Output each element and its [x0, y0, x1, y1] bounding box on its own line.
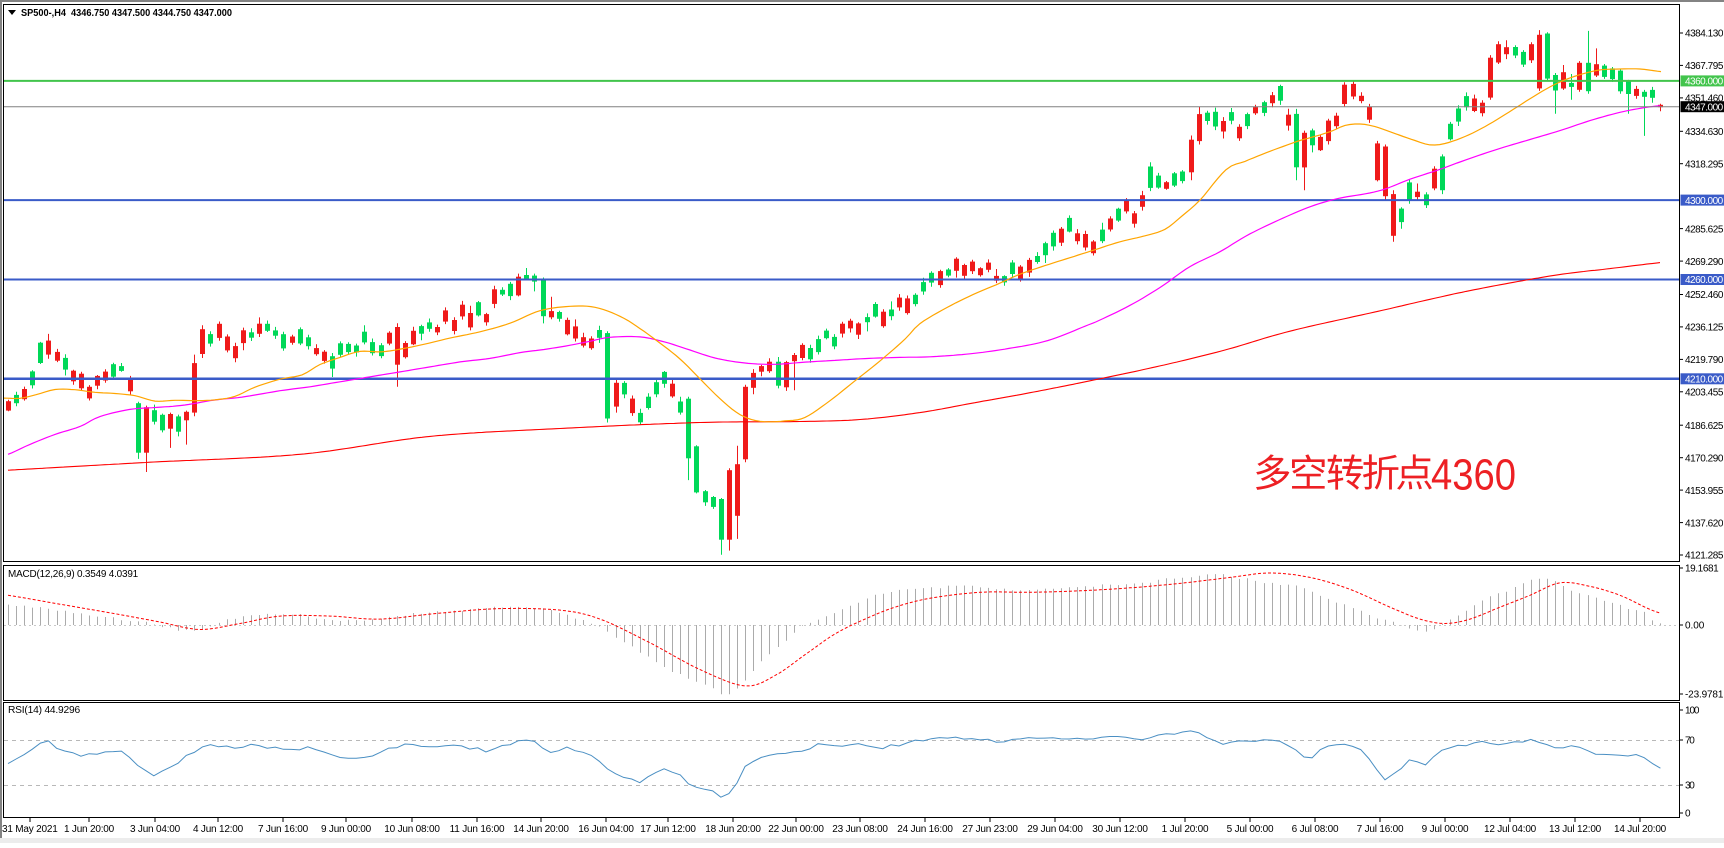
svg-text:4203.455: 4203.455 — [1685, 388, 1724, 399]
svg-text:22 Jun 00:00: 22 Jun 00:00 — [768, 824, 824, 835]
svg-text:100: 100 — [1685, 706, 1700, 717]
svg-text:4360: 4360 — [1431, 452, 1516, 500]
svg-text:SP500-,H4 4346.750 4347.500 4: SP500-,H4 4346.750 4347.500 4344.750 434… — [21, 7, 232, 19]
svg-text:17 Jun 12:00: 17 Jun 12:00 — [640, 824, 696, 835]
svg-text:19.1681: 19.1681 — [1685, 564, 1719, 575]
svg-text:27 Jun 23:00: 27 Jun 23:00 — [962, 824, 1018, 835]
svg-text:4269.290: 4269.290 — [1685, 257, 1724, 268]
svg-text:4219.790: 4219.790 — [1685, 355, 1724, 366]
svg-text:10 Jun 08:00: 10 Jun 08:00 — [384, 824, 440, 835]
svg-text:4252.460: 4252.460 — [1685, 290, 1724, 301]
svg-text:4260.000: 4260.000 — [1685, 275, 1724, 286]
svg-text:24 Jun 16:00: 24 Jun 16:00 — [897, 824, 953, 835]
svg-text:11 Jun 16:00: 11 Jun 16:00 — [450, 824, 505, 835]
svg-text:29 Jun 04:00: 29 Jun 04:00 — [1027, 824, 1083, 835]
svg-text:30: 30 — [1685, 781, 1695, 792]
svg-text:1 Jun 20:00: 1 Jun 20:00 — [64, 824, 115, 835]
svg-text:4285.625: 4285.625 — [1685, 224, 1724, 235]
svg-text:70: 70 — [1685, 736, 1695, 747]
svg-text:4186.625: 4186.625 — [1685, 421, 1724, 432]
svg-text:4384.130: 4384.130 — [1685, 29, 1724, 40]
svg-text:4236.125: 4236.125 — [1685, 323, 1724, 334]
svg-text:5 Jul 00:00: 5 Jul 00:00 — [1227, 824, 1274, 835]
svg-text:9 Jun 00:00: 9 Jun 00:00 — [321, 824, 372, 835]
svg-text:30 Jun 12:00: 30 Jun 12:00 — [1092, 824, 1148, 835]
svg-text:4347.000: 4347.000 — [1685, 102, 1724, 113]
svg-text:4170.290: 4170.290 — [1685, 453, 1724, 464]
svg-text:4153.955: 4153.955 — [1685, 486, 1724, 497]
svg-text:4318.295: 4318.295 — [1685, 159, 1724, 170]
svg-text:1 Jul 20:00: 1 Jul 20:00 — [1162, 824, 1209, 835]
svg-text:7 Jun 16:00: 7 Jun 16:00 — [258, 824, 309, 835]
svg-text:3 Jun 04:00: 3 Jun 04:00 — [130, 824, 181, 835]
svg-text:4360.000: 4360.000 — [1685, 77, 1724, 88]
svg-text:13 Jul 12:00: 13 Jul 12:00 — [1549, 824, 1602, 835]
svg-text:0.00: 0.00 — [1685, 621, 1705, 632]
svg-text:31 May 2021: 31 May 2021 — [2, 824, 58, 835]
svg-text:6 Jul 08:00: 6 Jul 08:00 — [1292, 824, 1339, 835]
svg-text:4367.795: 4367.795 — [1685, 61, 1724, 72]
svg-text:RSI(14) 44.9296: RSI(14) 44.9296 — [8, 705, 81, 716]
svg-text:4 Jun 12:00: 4 Jun 12:00 — [193, 824, 244, 835]
svg-text:4300.000: 4300.000 — [1685, 196, 1724, 207]
svg-text:0: 0 — [1685, 809, 1691, 820]
svg-text:MACD(12,26,9) 0.3549 4.0391: MACD(12,26,9) 0.3549 4.0391 — [8, 569, 139, 580]
svg-text:4137.620: 4137.620 — [1685, 518, 1724, 529]
svg-text:4121.285: 4121.285 — [1685, 551, 1724, 562]
svg-text:14 Jul 20:00: 14 Jul 20:00 — [1614, 824, 1667, 835]
svg-text:9 Jul 00:00: 9 Jul 00:00 — [1422, 824, 1469, 835]
svg-text:23 Jun 08:00: 23 Jun 08:00 — [832, 824, 888, 835]
svg-text:7 Jul 16:00: 7 Jul 16:00 — [1357, 824, 1404, 835]
svg-text:4210.000: 4210.000 — [1685, 375, 1724, 386]
svg-text:-23.9781: -23.9781 — [1685, 690, 1724, 701]
svg-text:16 Jun 04:00: 16 Jun 04:00 — [578, 824, 634, 835]
svg-text:12 Jul 04:00: 12 Jul 04:00 — [1484, 824, 1537, 835]
svg-text:14 Jun 20:00: 14 Jun 20:00 — [513, 824, 569, 835]
svg-text:18 Jun 20:00: 18 Jun 20:00 — [705, 824, 761, 835]
svg-text:4334.630: 4334.630 — [1685, 127, 1724, 138]
